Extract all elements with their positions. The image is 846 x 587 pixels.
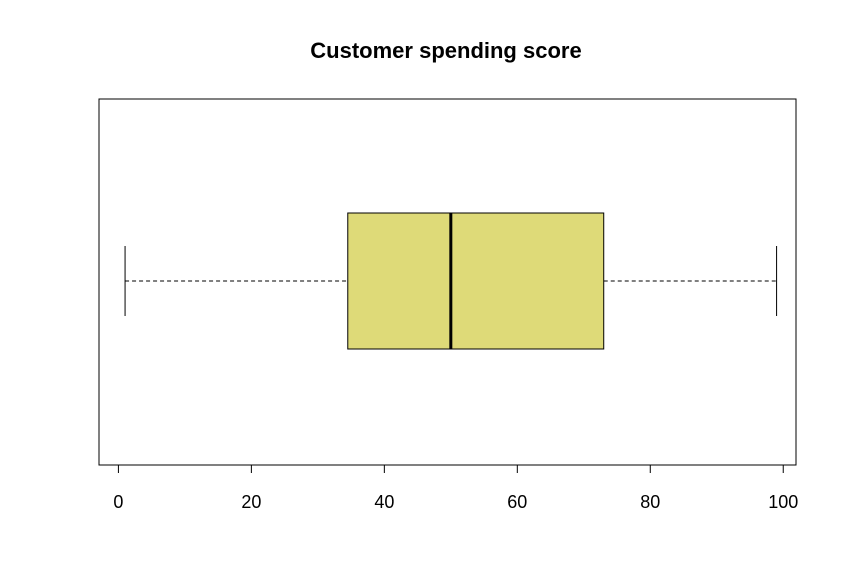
boxplot: [124, 212, 778, 350]
x-tick-label: 100: [768, 492, 798, 512]
x-tick-label: 20: [241, 492, 261, 512]
chart-title: Customer spending score: [310, 38, 581, 63]
interquartile-box: [347, 212, 605, 350]
x-axis: 0 20 40 60 80 100: [113, 464, 798, 512]
x-tick-label: 80: [640, 492, 660, 512]
x-tick-label: 0: [113, 492, 123, 512]
x-tick-label: 60: [507, 492, 527, 512]
x-tick-label: 40: [374, 492, 394, 512]
